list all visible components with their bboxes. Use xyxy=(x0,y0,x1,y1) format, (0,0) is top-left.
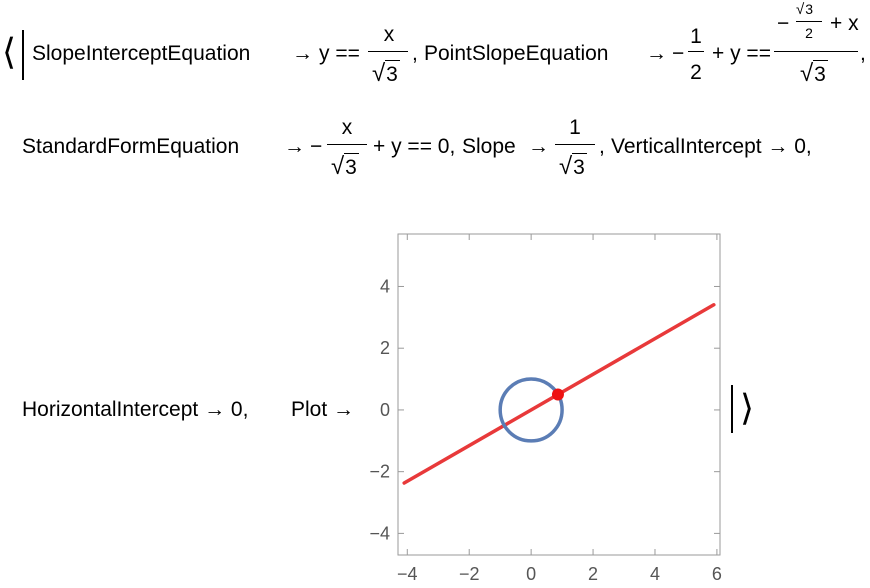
slope-comma: , xyxy=(599,135,605,158)
standard-fraction-bar xyxy=(327,144,367,146)
slope-intercept-lhs: y == xyxy=(319,42,360,65)
standard-minus: − xyxy=(310,135,323,158)
association-open-bracket: ⟨ xyxy=(2,31,17,72)
arrow-2: → xyxy=(646,42,667,65)
x-tick-label: −4 xyxy=(397,564,418,584)
x-tick-label: −2 xyxy=(459,564,480,584)
x-tick-label: 6 xyxy=(712,564,722,584)
association-close-bracket: ⟩ xyxy=(740,387,755,428)
y-tick-label: 0 xyxy=(380,400,390,420)
horizontal-intercept: HorizontalIntercept → 0, xyxy=(22,398,249,421)
y-tick-label: 2 xyxy=(380,338,390,358)
vertical-intercept: VerticalIntercept → 0, xyxy=(611,135,812,158)
slope-sqrt-argument: 3 xyxy=(572,153,587,179)
point-slope-mid: + y == xyxy=(712,42,771,65)
plot-frame xyxy=(397,233,721,556)
arrow-3: → xyxy=(284,135,305,158)
sqrt-argument: 3 xyxy=(385,60,400,86)
standard-form-key: StandardFormEquation xyxy=(22,135,240,158)
x-tick-label: 4 xyxy=(650,564,660,584)
slope-denominator-sqrt: √3 xyxy=(559,153,587,180)
standard-sqrt-argument: 3 xyxy=(344,153,359,179)
arrow-1: → xyxy=(292,42,313,65)
arrow-4: → xyxy=(528,135,549,158)
y-tick-label: −2 xyxy=(369,462,390,482)
point-slope-key: PointSlopeEquation xyxy=(424,42,609,65)
slope-intercept-denominator-sqrt: √3 xyxy=(372,60,400,87)
slope-intercept-key: SlopeInterceptEquation xyxy=(32,42,251,65)
point-slope-sqrt-argument: 3 xyxy=(813,60,828,86)
point-slope-minus: − xyxy=(672,42,685,65)
slope-key: Slope xyxy=(462,135,516,158)
point-slope-denominator-sqrt: √3 xyxy=(800,60,828,87)
slope-intercept-numerator: x xyxy=(383,23,395,46)
x-tick-label: 2 xyxy=(588,564,598,584)
nested-minus: − xyxy=(777,12,790,35)
nested-small-denominator: 2 xyxy=(805,25,813,41)
half-denominator: 2 xyxy=(690,61,702,84)
slope-intercept-fraction-bar xyxy=(368,51,408,53)
nested-sqrt-argument: 3 xyxy=(804,0,816,17)
trailing-comma-row1: , xyxy=(860,42,866,65)
plot-key: Plot → xyxy=(291,398,355,421)
nested-plus-x: + x xyxy=(830,12,859,35)
standard-denominator-sqrt: √3 xyxy=(331,153,359,180)
nested-sqrt: √3 xyxy=(796,0,816,17)
standard-numerator: x xyxy=(341,116,353,139)
point-slope-main-bar xyxy=(774,51,858,53)
slope-fraction-bar xyxy=(555,144,595,146)
y-tick-label: −4 xyxy=(369,523,390,543)
half-fraction-bar xyxy=(688,51,704,53)
x-axis-ticks: −4 −2 0 2 4 6 xyxy=(397,234,722,584)
y-axis-ticks: 4 2 0 −2 −4 xyxy=(369,276,720,543)
unit-circle xyxy=(498,377,564,443)
comma-1: , xyxy=(412,42,418,65)
slope-numerator: 1 xyxy=(569,116,581,139)
half-numerator: 1 xyxy=(690,25,702,48)
association-open-bar xyxy=(22,30,24,80)
association-close-bar xyxy=(731,385,733,433)
standard-rest: + y == 0, xyxy=(373,135,456,158)
nested-small-bar xyxy=(796,21,822,22)
x-tick-label: 0 xyxy=(526,564,536,584)
y-tick-label: 4 xyxy=(380,276,390,296)
intersection-point xyxy=(551,388,564,401)
